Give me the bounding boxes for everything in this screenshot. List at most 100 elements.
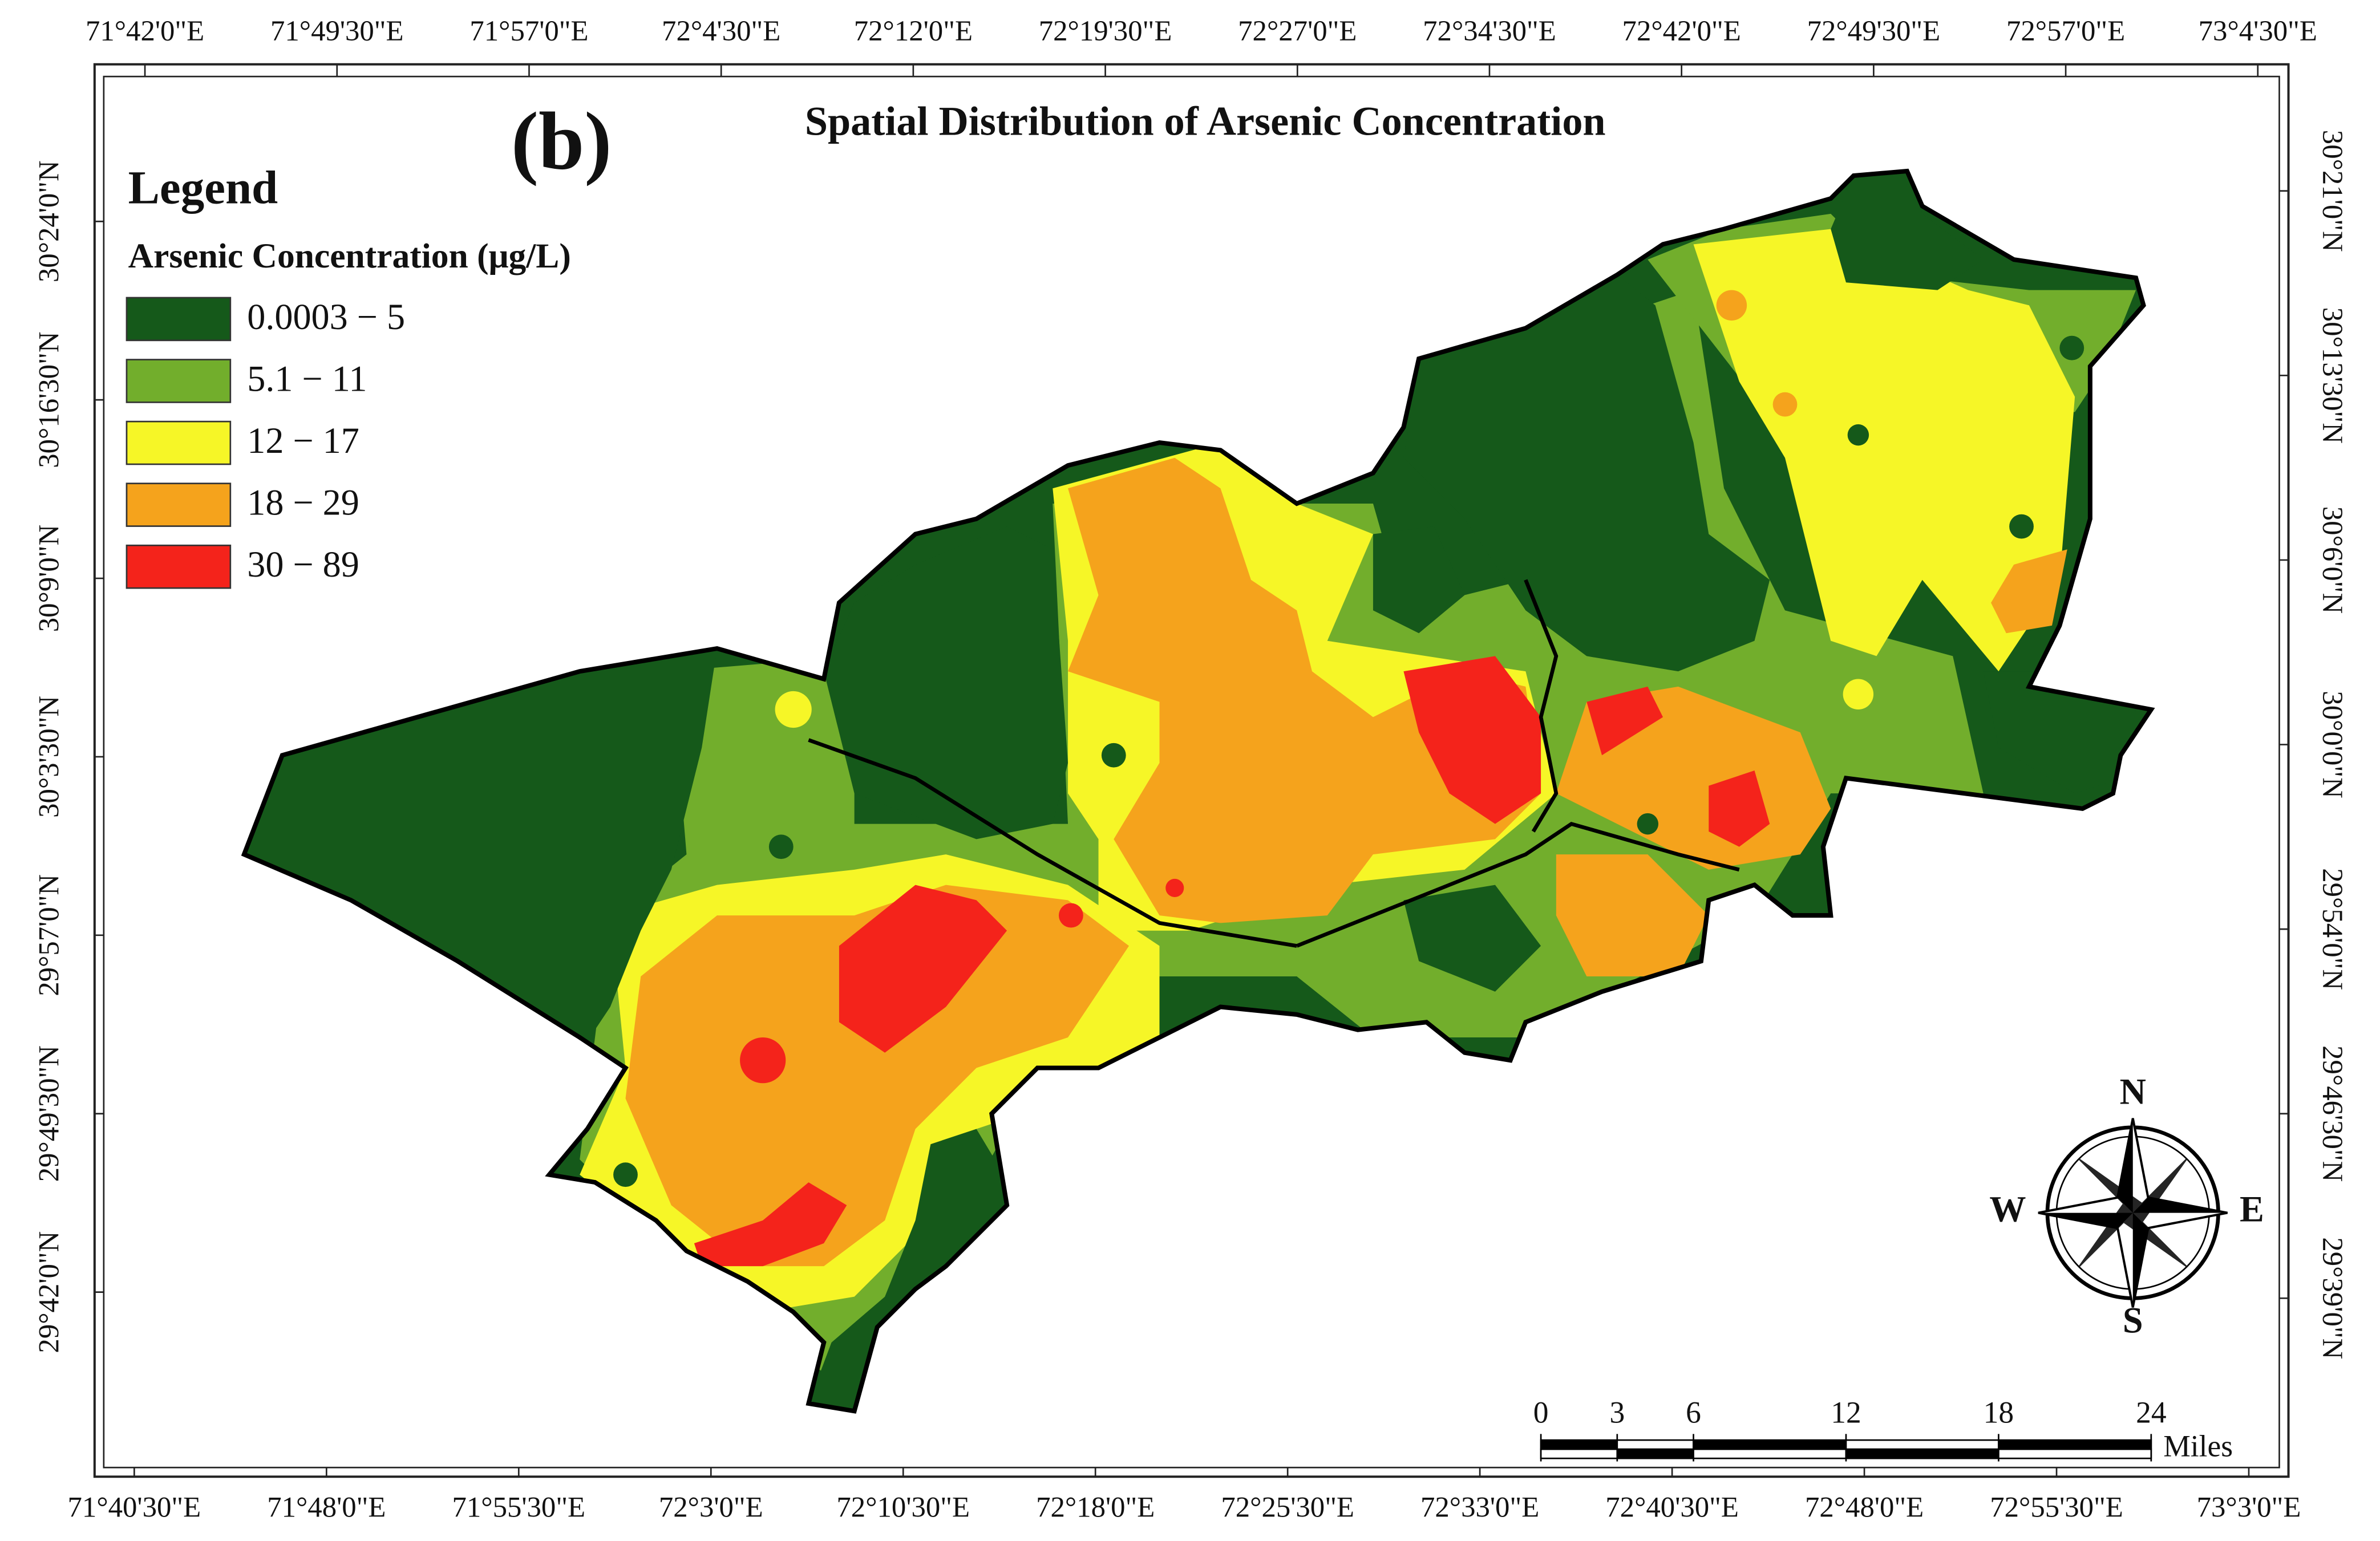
scale-segment bbox=[1540, 1439, 1618, 1450]
scale-segment bbox=[1616, 1439, 1694, 1450]
zone bbox=[740, 1037, 786, 1084]
left-coordinate-label: 29°42'0"N bbox=[33, 1231, 65, 1353]
scale-segment bbox=[1616, 1448, 1694, 1459]
legend-label: 0.0003 − 5 bbox=[247, 297, 405, 337]
legend-swatch bbox=[126, 297, 232, 342]
zone bbox=[1693, 229, 2075, 672]
bottom-coordinate-label: 72°33'0"E bbox=[1420, 1491, 1539, 1523]
top-coordinate-label: 71°42'0"E bbox=[86, 15, 204, 47]
zone bbox=[1983, 671, 2136, 794]
zone bbox=[839, 885, 1007, 1053]
zone bbox=[1403, 885, 1541, 992]
zone bbox=[1843, 679, 1874, 710]
top-coordinate-label: 72°19'30"E bbox=[1039, 15, 1172, 47]
scale-segment bbox=[1845, 1448, 1999, 1459]
scale-segment bbox=[1845, 1439, 1999, 1450]
legend-title: Legend bbox=[128, 161, 278, 213]
bottom-coordinate-label: 72°10'30"E bbox=[836, 1491, 970, 1523]
zone bbox=[1637, 813, 1659, 835]
zone bbox=[768, 834, 794, 859]
legend-label: 12 − 17 bbox=[247, 420, 359, 461]
compass-south: S bbox=[2123, 1300, 2143, 1341]
zone bbox=[808, 1129, 1022, 1412]
zone bbox=[1847, 424, 1869, 446]
right-coordinate-label: 29°46'30"N bbox=[2317, 1045, 2349, 1182]
zone bbox=[1403, 656, 1541, 824]
scale-segment bbox=[1540, 1448, 1618, 1459]
neatline bbox=[103, 75, 2280, 1469]
zone bbox=[1403, 274, 1770, 672]
bottom-coordinate-label: 71°48'0"E bbox=[267, 1491, 386, 1523]
scale-label: 0 bbox=[1533, 1396, 1549, 1430]
left-coordinate-label: 29°49'30"N bbox=[33, 1045, 65, 1182]
bottom-coordinate-label: 73°3'0"E bbox=[2197, 1491, 2301, 1523]
zone bbox=[824, 526, 1068, 840]
zone bbox=[625, 885, 1130, 1267]
zone bbox=[1772, 392, 1798, 417]
legend-swatch bbox=[126, 420, 232, 465]
left-coordinate-label: 30°3'30"N bbox=[33, 696, 65, 818]
zone bbox=[1068, 457, 1541, 923]
right-coordinate-label: 30°0'0"N bbox=[2317, 691, 2349, 798]
top-coordinate-label: 72°34'30"E bbox=[1423, 15, 1556, 47]
top-coordinate-label: 72°27'0"E bbox=[1238, 15, 1357, 47]
legend-swatch bbox=[126, 482, 232, 527]
bottom-coordinate-label: 71°40'30"E bbox=[68, 1491, 201, 1523]
tehsil-boundary bbox=[808, 738, 1297, 948]
top-coordinate-label: 72°57'0"E bbox=[2006, 15, 2125, 47]
left-coordinate-label: 30°16'30"N bbox=[33, 331, 65, 468]
legend-label: 5.1 − 11 bbox=[247, 358, 367, 399]
zone bbox=[613, 1162, 638, 1187]
zone bbox=[1831, 171, 1984, 290]
bottom-coordinate-label: 72°3'0"E bbox=[659, 1491, 763, 1523]
scale-segment bbox=[1998, 1439, 2152, 1450]
tehsil-boundary bbox=[1524, 579, 1559, 833]
scale-label: 6 bbox=[1686, 1396, 1701, 1430]
panel-label: (b) bbox=[511, 96, 612, 187]
bottom-coordinate-label: 72°18'0"E bbox=[1036, 1491, 1155, 1523]
compass-north: N bbox=[2120, 1071, 2146, 1112]
zone bbox=[1059, 903, 1083, 928]
right-coordinate-label: 30°6'0"N bbox=[2317, 506, 2349, 614]
zone bbox=[1101, 743, 1126, 768]
zone bbox=[1373, 526, 1465, 634]
concentration-surface bbox=[244, 171, 2151, 1412]
right-coordinate-label: 30°21'0"N bbox=[2317, 130, 2349, 252]
scale-segment bbox=[1998, 1448, 2152, 1459]
top-coordinate-label: 72°49'30"E bbox=[1807, 15, 1941, 47]
frame-ticks bbox=[94, 64, 2289, 1477]
right-coordinate-label: 29°39'0"N bbox=[2317, 1237, 2349, 1359]
scale-segment bbox=[1693, 1448, 1847, 1459]
right-coordinate-label: 30°13'30"N bbox=[2317, 307, 2349, 444]
legend-label: 30 − 89 bbox=[247, 544, 359, 585]
bottom-coordinate-label: 72°25'30"E bbox=[1221, 1491, 1354, 1523]
top-coordinate-label: 73°4'30"E bbox=[2199, 15, 2317, 47]
scale-label: 18 bbox=[1984, 1396, 2014, 1430]
left-coordinate-label: 30°9'0"N bbox=[33, 525, 65, 632]
left-coordinate-label: 29°57'0"N bbox=[33, 874, 65, 996]
bottom-coordinate-label: 72°55'30"E bbox=[1990, 1491, 2123, 1523]
bottom-coordinate-label: 72°40'30"E bbox=[1605, 1491, 1739, 1523]
bottom-coordinate-label: 72°48'0"E bbox=[1805, 1491, 1924, 1523]
compass-east: E bbox=[2240, 1189, 2264, 1229]
legend-swatch bbox=[126, 359, 232, 403]
zone bbox=[2059, 335, 2084, 360]
outer-frame bbox=[93, 63, 2290, 1478]
top-coordinate-label: 71°57'0"E bbox=[469, 15, 588, 47]
legend: Legend Arsenic Concentration (μg/L) 0.00… bbox=[126, 161, 571, 589]
zone bbox=[244, 648, 717, 1053]
scale-label: 24 bbox=[2136, 1396, 2166, 1430]
scale-unit: Miles bbox=[2163, 1429, 2233, 1463]
legend-label: 18 − 29 bbox=[247, 482, 359, 523]
zone bbox=[1556, 854, 1709, 977]
zone bbox=[775, 691, 812, 728]
compass bbox=[2038, 1118, 2228, 1308]
zone bbox=[2009, 514, 2034, 539]
zone bbox=[694, 1182, 847, 1267]
top-coordinate-label: 72°4'30"E bbox=[662, 15, 780, 47]
zone bbox=[1991, 549, 2067, 634]
compass-west: W bbox=[1989, 1189, 2026, 1229]
